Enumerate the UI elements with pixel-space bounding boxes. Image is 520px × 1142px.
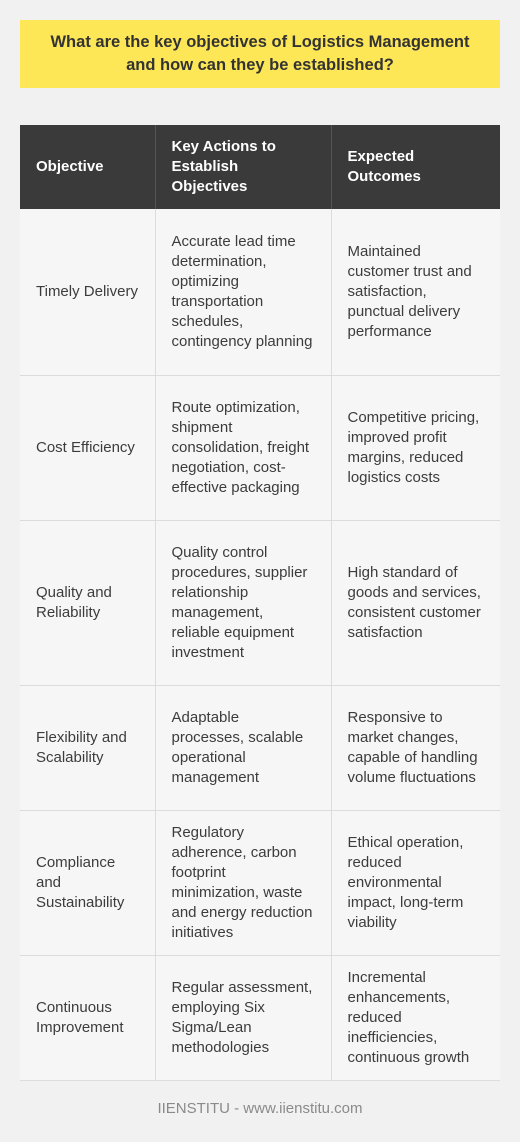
objective-cell: Flexibility and Scalability [20,685,156,811]
outcomes-cell: Incremental enhancements, reduced ineffi… [331,955,500,1081]
outcomes-cell: High standard of goods and services, con… [331,520,500,686]
table-row: Timely Delivery Accurate lead time deter… [20,209,500,376]
actions-cell: Accurate lead time determination, optimi… [155,209,332,376]
outcomes-cell: Competitive pricing, improved profit mar… [331,375,500,521]
footer-credit: IIENSTITU - www.iienstitu.com [157,1100,363,1117]
column-header-objective: Objective [20,125,156,209]
actions-cell: Adaptable processes, scalable operationa… [155,685,332,811]
objective-cell: Quality and Reliability [20,520,156,686]
table-row: Quality and Reliability Quality control … [20,520,500,686]
table-row: Cost Efficiency Route optimization, ship… [20,375,500,521]
outcomes-cell: Ethical operation, reduced environmental… [331,810,500,956]
table-row: Flexibility and Scalability Adaptable pr… [20,685,500,811]
outcomes-cell: Responsive to market changes, capable of… [331,685,500,811]
table-row: Continuous Improvement Regular assessmen… [20,955,500,1081]
objective-cell: Cost Efficiency [20,375,156,521]
actions-cell: Regular assessment, employing Six Sigma/… [155,955,332,1081]
objective-cell: Compliance and Sustainability [20,810,156,956]
column-header-expected-outcomes: Expected Outcomes [331,125,500,209]
table-header-row: Objective Key Actions to Establish Objec… [20,125,500,209]
table-row: Compliance and Sustainability Regulatory… [20,810,500,956]
objectives-table: Objective Key Actions to Establish Objec… [20,125,500,1081]
objective-cell: Continuous Improvement [20,955,156,1081]
title-banner: What are the key objectives of Logistics… [20,20,500,88]
actions-cell: Regulatory adherence, carbon footprint m… [155,810,332,956]
page-title: What are the key objectives of Logistics… [50,33,470,74]
column-header-key-actions: Key Actions to Establish Objectives [155,125,332,209]
outcomes-cell: Maintained customer trust and satisfacti… [331,209,500,376]
actions-cell: Quality control procedures, supplier rel… [155,520,332,686]
actions-cell: Route optimization, shipment consolidati… [155,375,332,521]
objective-cell: Timely Delivery [20,209,156,376]
